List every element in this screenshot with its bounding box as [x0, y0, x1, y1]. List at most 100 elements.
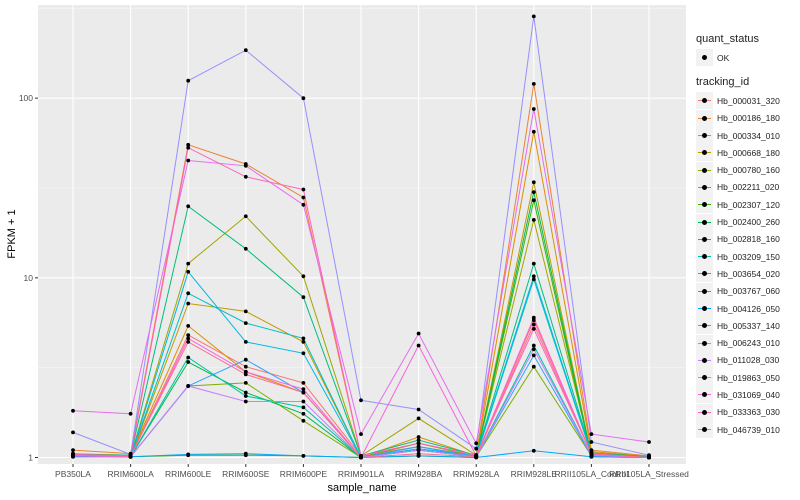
data-point	[243, 394, 248, 398]
legend-item-hb-003209-150: Hb_003209_150	[690, 248, 798, 266]
data-point	[416, 435, 421, 439]
data-point	[531, 347, 536, 352]
quant-status-legend-title: quant_status	[696, 33, 759, 45]
data-point	[243, 174, 248, 179]
data-point	[647, 440, 651, 444]
data-point	[301, 381, 306, 385]
data-point	[243, 364, 248, 369]
legend-label: Hb_002211_020	[717, 182, 780, 193]
data-point	[71, 408, 75, 413]
data-point	[186, 261, 191, 266]
legend-item-hb-033363-030: Hb_033363_030	[690, 403, 798, 421]
x-tick-label: RRIM600SE	[222, 469, 270, 479]
data-point	[531, 274, 536, 279]
data-point	[531, 129, 536, 134]
data-point	[186, 78, 191, 83]
data-point	[186, 384, 191, 388]
legend-item-hb-002400-260: Hb_002400_260	[690, 213, 798, 231]
y-tick-label: 1	[28, 452, 33, 462]
legend-item-hb-046739-010: Hb_046739_010	[690, 421, 798, 439]
legend-label: Hb_046739_010	[717, 424, 780, 435]
x-tick-label: RRIM600LE	[165, 469, 212, 479]
legend-key	[696, 196, 713, 214]
data-point	[243, 321, 248, 325]
data-point	[243, 246, 248, 251]
data-point	[416, 331, 421, 336]
data-point	[589, 432, 594, 436]
legend: quant_status OK tracking_id Hb_000031_32…	[690, 33, 798, 448]
legend-label: Hb_019863_050	[717, 372, 780, 383]
data-point	[186, 355, 191, 360]
legend-label: Hb_002400_260	[717, 217, 780, 228]
x-tick-label: RRII105LA_Stressed	[609, 469, 689, 479]
data-point	[531, 261, 536, 266]
data-point	[243, 340, 248, 344]
legend-item-hb-019863-050: Hb_019863_050	[690, 369, 798, 387]
data-point	[416, 448, 421, 452]
legend-item-hb-000031-320: Hb_000031_320	[690, 92, 798, 110]
legend-key	[696, 403, 713, 421]
data-point	[531, 364, 536, 369]
legend-label: Hb_002307_120	[717, 199, 780, 210]
data-point	[243, 372, 248, 377]
data-point	[531, 107, 536, 111]
data-point	[243, 214, 248, 219]
legend-item-ok: OK	[690, 49, 798, 67]
legend-item-hb-003767-060: Hb_003767_060	[690, 282, 798, 300]
legend-label: Hb_003209_150	[717, 251, 780, 262]
y-tick-label: 100	[19, 93, 33, 103]
data-point	[301, 399, 306, 404]
legend-key	[696, 144, 713, 162]
data-point	[243, 451, 248, 456]
data-point	[531, 318, 536, 323]
data-point	[243, 357, 248, 362]
x-axis-title: sample_name	[327, 482, 396, 494]
legend-item-hb-005337-140: Hb_005337_140	[690, 317, 798, 335]
data-point	[301, 336, 306, 341]
legend-key	[696, 248, 713, 266]
data-point	[531, 315, 536, 320]
legend-key	[696, 109, 713, 127]
data-point	[531, 343, 536, 348]
data-point	[531, 198, 536, 203]
data-point	[301, 405, 306, 410]
legend-key	[696, 351, 713, 369]
legend-item-hb-006243-010: Hb_006243_010	[690, 334, 798, 352]
data-point	[474, 446, 479, 451]
data-point	[243, 163, 248, 168]
data-point	[416, 444, 421, 449]
data-point	[186, 204, 191, 209]
quant-status-legend: quant_status OK	[690, 33, 798, 67]
legend-label: Hb_000780_160	[717, 165, 780, 176]
legend-key	[696, 334, 713, 352]
legend-item-hb-002818-160: Hb_002818_160	[690, 230, 798, 248]
data-point	[531, 180, 536, 185]
data-point	[301, 187, 306, 192]
data-point	[531, 277, 536, 282]
series-legend-items: Hb_000031_320 Hb_000186_180 Hb_000334_010 H…	[690, 92, 798, 439]
data-point	[186, 269, 191, 274]
x-tick-label: RRIM901LA	[338, 469, 385, 479]
data-point	[186, 145, 191, 150]
data-point	[186, 291, 191, 296]
data-point	[416, 438, 421, 442]
legend-label: Hb_011028_030	[717, 355, 780, 366]
x-tick-label: RRIM600PE	[280, 469, 328, 479]
data-point	[301, 351, 306, 356]
data-point	[186, 340, 191, 344]
data-point	[589, 440, 594, 444]
data-point	[243, 309, 248, 314]
data-point	[301, 202, 306, 207]
data-point	[243, 381, 248, 385]
data-point	[416, 343, 421, 348]
data-point	[301, 295, 306, 300]
data-point	[416, 407, 421, 412]
y-tick-label: 10	[24, 273, 34, 283]
data-point	[416, 416, 421, 421]
legend-key	[696, 265, 713, 283]
legend-item-hb-000668-180: Hb_000668_180	[690, 144, 798, 162]
legend-label: Hb_000186_180	[717, 113, 780, 124]
legend-key	[696, 317, 713, 335]
legend-label: Hb_003654_020	[717, 268, 780, 279]
legend-item-hb-004126-050: Hb_004126_050	[690, 300, 798, 317]
